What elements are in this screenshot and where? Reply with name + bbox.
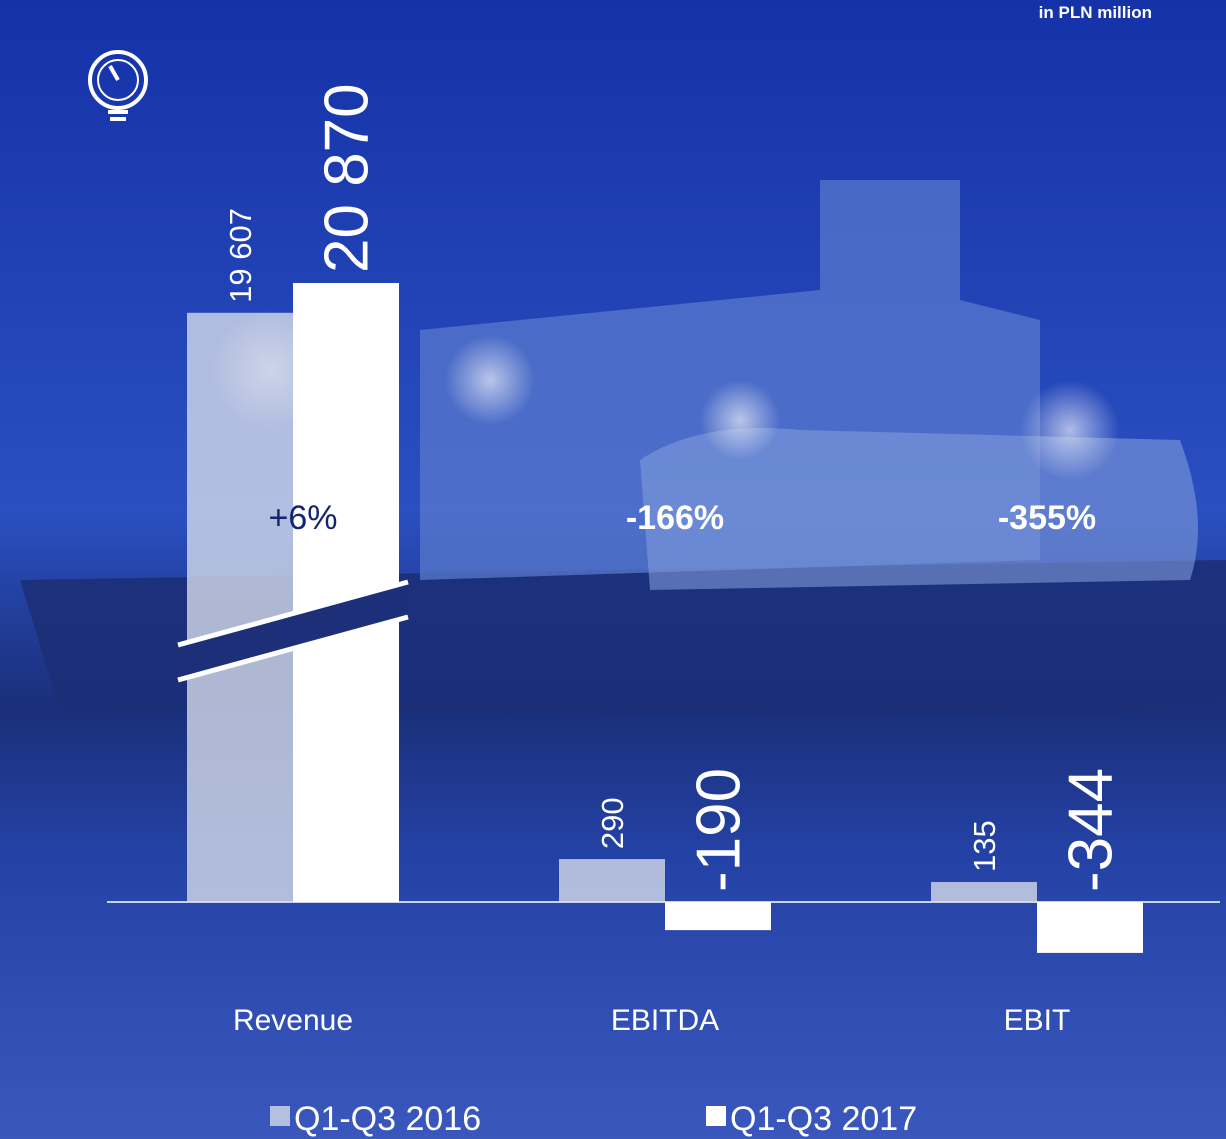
bar (187, 313, 293, 902)
legend-label: Q1-Q3 2017 (730, 1100, 917, 1138)
legend-swatch (706, 1106, 726, 1126)
change-annotation: +6% (269, 499, 338, 537)
category-label: EBITDA (611, 1004, 719, 1037)
legend-label: Q1-Q3 2016 (294, 1100, 481, 1138)
category-label: EBIT (1004, 1004, 1071, 1037)
value-label: -190 (685, 768, 754, 892)
subtitle: in PLN million (1039, 3, 1152, 22)
bar (1037, 902, 1143, 953)
category-label: Revenue (233, 1004, 353, 1037)
value-label: 20 870 (313, 83, 382, 273)
value-label: 135 (967, 820, 1002, 872)
value-label: -344 (1057, 768, 1126, 892)
bar (931, 882, 1037, 902)
chart: in PLN million 19 607 20 870 Revenue +6% 290… (0, 0, 1226, 1139)
legend-swatch (270, 1106, 290, 1126)
change-annotation: -166% (626, 499, 724, 537)
bar (665, 902, 771, 930)
value-label: 19 607 (223, 208, 258, 303)
bar (559, 859, 665, 902)
change-annotation: -355% (998, 499, 1096, 537)
value-label: 290 (595, 797, 630, 849)
